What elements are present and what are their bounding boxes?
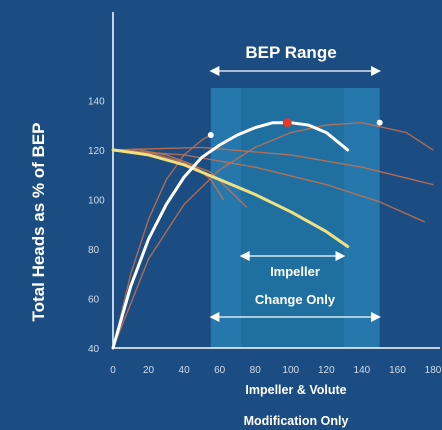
impeller-change-label-line2: Change Only — [255, 292, 336, 307]
x-tick-label: 160 — [389, 365, 406, 376]
impeller-change-arrow-right-head — [335, 251, 346, 261]
x-tick-label: 40 — [179, 365, 191, 376]
y-tick-label: 40 — [88, 344, 100, 355]
markers — [207, 118, 383, 139]
curve-pump-curve-dim-7 — [112, 146, 434, 186]
y-tick-label: 120 — [88, 146, 105, 157]
point-marker-1 — [207, 132, 214, 139]
curve-system-curve-bright-1 — [111, 121, 350, 350]
impeller-change-label-line1: Impeller — [270, 264, 320, 279]
y-tick-labels: 40 60 80 100 120 140 — [88, 96, 105, 355]
y-tick-label: 100 — [88, 195, 105, 206]
range-arrows — [209, 66, 382, 322]
curve-system-curve-dim-2 — [112, 134, 212, 349]
impeller-change-arrow-left-head — [239, 251, 250, 261]
x-tick-label: 20 — [143, 365, 155, 376]
x-tick-label: 140 — [354, 365, 371, 376]
curve-system-curve-dim-4 — [112, 122, 434, 349]
x-tick-label: 60 — [214, 365, 226, 376]
curve-pump-curve-dim-5 — [112, 149, 425, 223]
x-tick-label: 180 — [425, 365, 442, 376]
point-marker-2 — [376, 119, 383, 126]
x-tick-labels: 0 20 40 60 80 100 120 140 160 180 — [110, 365, 442, 376]
x-tick-label: 80 — [250, 365, 262, 376]
bep-range-label: BEP Range — [245, 43, 336, 62]
y-tick-label: 60 — [88, 294, 100, 305]
curves — [111, 121, 434, 350]
volute-mod-label-line2: Modification Only — [244, 414, 349, 428]
bep-range-arrow-left-head — [209, 66, 220, 76]
x-tick-label: 0 — [110, 365, 116, 376]
x-tick-label: 120 — [318, 365, 335, 376]
curve-pump-curve-bright-0 — [111, 148, 350, 248]
volute-mod-arrow-right-head — [371, 312, 382, 322]
x-tick-label: 100 — [282, 365, 299, 376]
bep-range-arrow-right-head — [371, 66, 382, 76]
y-axis-title: Total Heads as % of BEP — [29, 122, 48, 321]
y-tick-label: 80 — [88, 245, 100, 256]
volute-mod-label-line1: Impeller & Volute — [245, 383, 346, 397]
volute-mod-arrow-left-head — [209, 312, 220, 322]
point-marker-0 — [282, 118, 292, 128]
y-tick-label: 140 — [88, 96, 105, 107]
